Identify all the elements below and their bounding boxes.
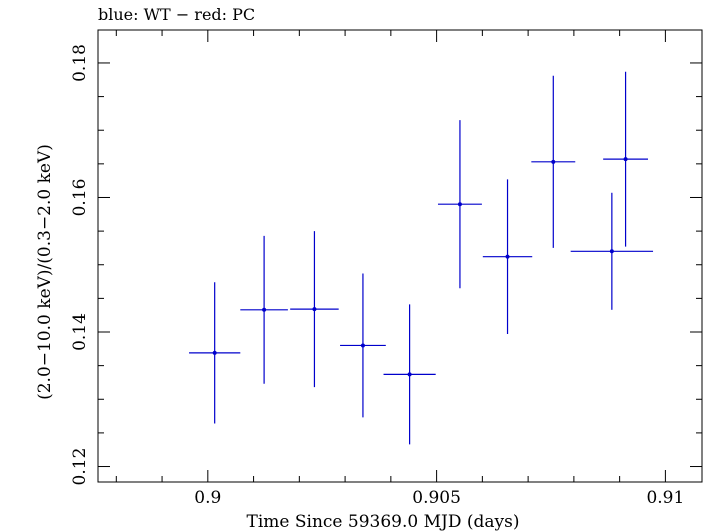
y-tick-label: 0.14 <box>70 313 90 351</box>
point-marker <box>360 343 365 348</box>
point-marker <box>609 249 614 254</box>
axis-ticks <box>98 30 702 482</box>
data-point <box>437 120 482 289</box>
point-marker <box>457 202 462 207</box>
point-marker <box>505 254 510 259</box>
y-tick-label: 0.12 <box>70 448 90 486</box>
data-points <box>189 71 654 445</box>
point-marker <box>551 159 556 164</box>
x-tick-label: 0.91 <box>646 488 684 508</box>
data-point <box>383 304 436 445</box>
point-marker <box>262 307 267 312</box>
point-marker <box>212 350 217 355</box>
data-point <box>290 231 339 388</box>
data-point <box>603 71 649 247</box>
y-axis-label: (2.0−10.0 keV)/(0.3−2.0 keV) <box>35 144 55 400</box>
data-point <box>240 235 288 384</box>
point-marker <box>312 307 317 312</box>
x-tick-label: 0.905 <box>412 488 461 508</box>
tick-labels: 0.9 0.905 0.91 0.12 0.14 0.16 0.18 <box>70 44 684 508</box>
y-tick-label: 0.18 <box>70 44 90 82</box>
point-marker <box>623 157 628 162</box>
y-tick-label: 0.16 <box>70 179 90 217</box>
x-axis-label: Time Since 59369.0 MJD (days) <box>247 512 520 532</box>
data-point <box>570 192 654 310</box>
data-point <box>482 179 533 335</box>
chart-title: blue: WT − red: PC <box>98 5 255 24</box>
plot-frame <box>97 29 703 483</box>
x-tick-label: 0.9 <box>194 488 221 508</box>
data-point <box>531 75 576 248</box>
data-point <box>189 282 241 424</box>
point-marker <box>407 372 412 377</box>
data-point <box>340 273 386 418</box>
